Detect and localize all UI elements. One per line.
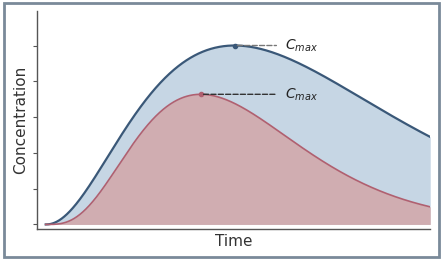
Y-axis label: Concentration: Concentration	[13, 66, 28, 174]
Text: $C_{max}$: $C_{max}$	[285, 37, 318, 54]
Text: $C_{max}$: $C_{max}$	[285, 86, 318, 102]
X-axis label: Time: Time	[215, 234, 253, 249]
